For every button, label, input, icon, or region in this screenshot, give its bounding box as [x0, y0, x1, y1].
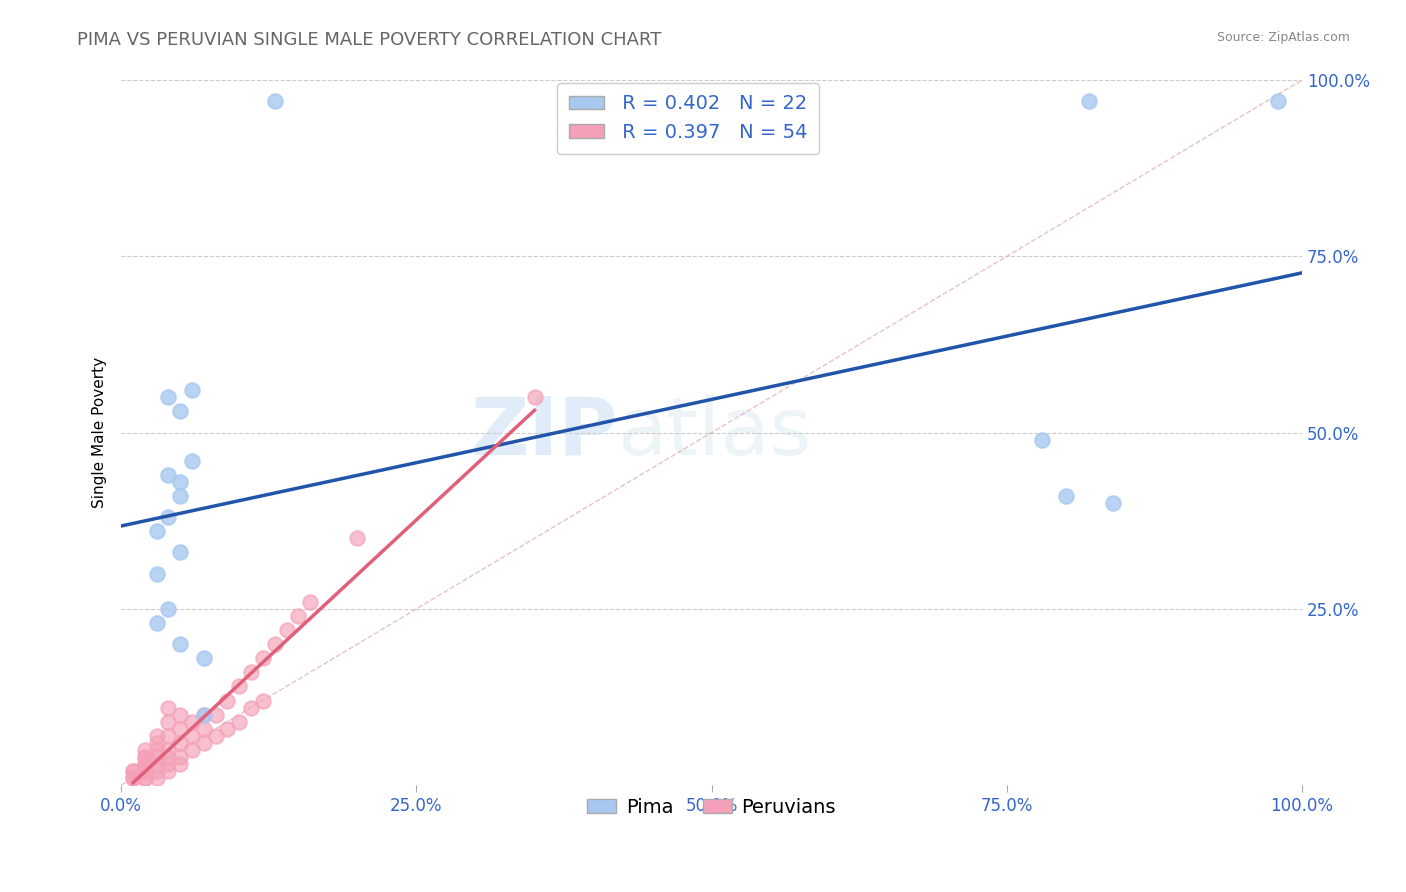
Point — [228, 680, 250, 694]
Point — [252, 651, 274, 665]
Point — [169, 750, 191, 764]
Point — [1078, 94, 1101, 108]
Point — [287, 608, 309, 623]
Point — [217, 693, 239, 707]
Point — [240, 700, 263, 714]
Point — [193, 736, 215, 750]
Point — [181, 714, 204, 729]
Point — [145, 566, 167, 581]
Point — [1031, 433, 1053, 447]
Point — [145, 750, 167, 764]
Point — [157, 750, 180, 764]
Point — [157, 467, 180, 482]
Point — [169, 707, 191, 722]
Y-axis label: Single Male Poverty: Single Male Poverty — [93, 357, 107, 508]
Point — [134, 771, 156, 785]
Point — [1054, 489, 1077, 503]
Point — [181, 383, 204, 397]
Point — [1267, 94, 1289, 108]
Point — [145, 736, 167, 750]
Point — [122, 764, 145, 778]
Point — [134, 764, 156, 778]
Point — [157, 390, 180, 404]
Point — [122, 771, 145, 785]
Point — [204, 729, 226, 743]
Point — [193, 722, 215, 736]
Point — [193, 707, 215, 722]
Text: ZIP: ZIP — [470, 393, 617, 472]
Point — [276, 623, 298, 637]
Point — [145, 615, 167, 630]
Point — [169, 722, 191, 736]
Text: Source: ZipAtlas.com: Source: ZipAtlas.com — [1216, 31, 1350, 45]
Text: PIMA VS PERUVIAN SINGLE MALE POVERTY CORRELATION CHART: PIMA VS PERUVIAN SINGLE MALE POVERTY COR… — [77, 31, 662, 49]
Point — [299, 595, 322, 609]
Point — [134, 743, 156, 757]
Point — [217, 722, 239, 736]
Legend: Pima, Peruvians: Pima, Peruvians — [579, 790, 844, 825]
Point — [157, 700, 180, 714]
Point — [181, 454, 204, 468]
Point — [169, 756, 191, 771]
Point — [1102, 496, 1125, 510]
Point — [122, 771, 145, 785]
Point — [145, 524, 167, 539]
Point — [157, 729, 180, 743]
Point — [134, 756, 156, 771]
Point — [157, 714, 180, 729]
Point — [263, 637, 285, 651]
Text: atlas: atlas — [617, 393, 811, 472]
Point — [193, 707, 215, 722]
Point — [181, 743, 204, 757]
Point — [204, 707, 226, 722]
Point — [169, 404, 191, 418]
Point — [169, 545, 191, 559]
Point — [240, 665, 263, 680]
Point — [346, 532, 368, 546]
Point — [193, 651, 215, 665]
Point — [169, 475, 191, 489]
Point — [157, 743, 180, 757]
Point — [169, 736, 191, 750]
Point — [145, 764, 167, 778]
Point — [145, 756, 167, 771]
Point — [157, 510, 180, 524]
Point — [134, 750, 156, 764]
Point — [263, 94, 285, 108]
Point — [228, 714, 250, 729]
Point — [169, 637, 191, 651]
Point — [145, 743, 167, 757]
Point — [181, 729, 204, 743]
Point — [134, 756, 156, 771]
Point — [134, 771, 156, 785]
Point — [252, 693, 274, 707]
Point — [145, 729, 167, 743]
Point — [145, 771, 167, 785]
Point — [157, 764, 180, 778]
Point — [157, 756, 180, 771]
Point — [523, 390, 546, 404]
Point — [122, 764, 145, 778]
Point — [157, 602, 180, 616]
Point — [134, 750, 156, 764]
Point — [169, 489, 191, 503]
Point — [134, 764, 156, 778]
